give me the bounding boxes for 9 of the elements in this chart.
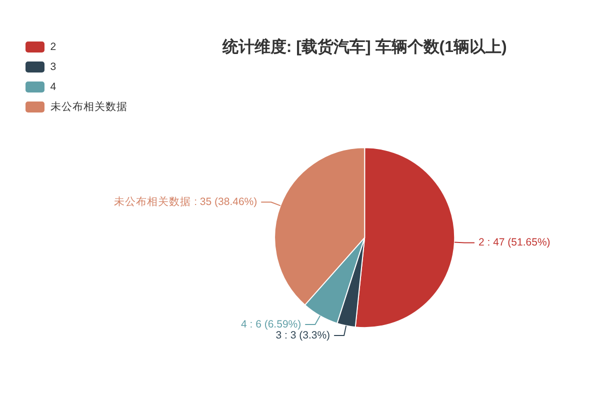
data-label: 3 : 3 (3.3%) bbox=[276, 329, 330, 342]
data-label: 4 : 6 (6.59%) bbox=[241, 318, 302, 330]
data-label: 2 : 47 (51.65%) bbox=[478, 236, 550, 249]
legend-label: 2 bbox=[50, 40, 56, 53]
legend-label: 未公布相关数据 bbox=[50, 100, 128, 113]
data-label: 未公布相关数据 : 35 (38.46%) bbox=[114, 195, 258, 208]
legend-label: 3 bbox=[50, 60, 56, 73]
chart-title: 统计维度: [载货汽车] 车辆个数(1辆以上) bbox=[221, 37, 507, 56]
legend-label: 4 bbox=[50, 80, 56, 93]
